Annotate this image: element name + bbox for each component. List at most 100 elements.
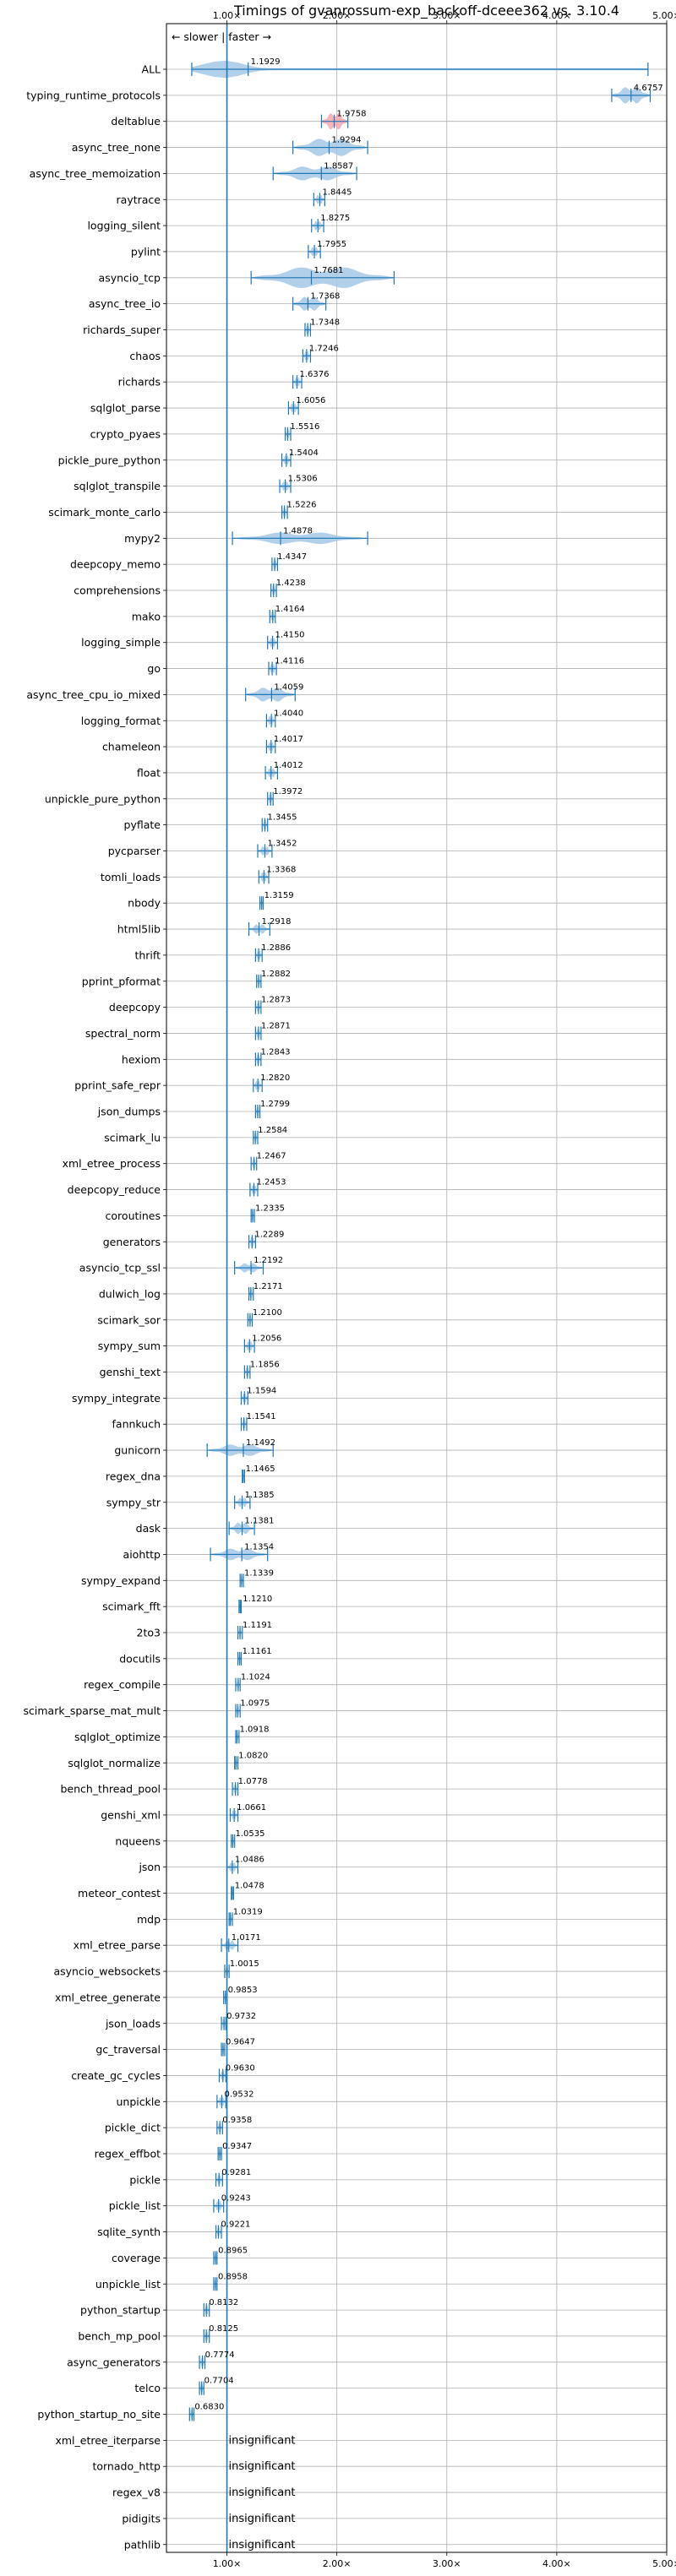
- value-label-dulwich-log: 1.2171: [254, 1282, 283, 1291]
- category-label-logging-format: logging_format: [81, 715, 161, 727]
- category-label-regex-effbot: regex_effbot: [95, 2148, 161, 2160]
- category-label-scimark-lu: scimark_lu: [104, 1131, 161, 1144]
- value-label-regex-effbot: 0.9347: [222, 2142, 252, 2151]
- value-label-pickle-list: 0.9243: [221, 2194, 251, 2204]
- value-label-sqlglot-transpile: 1.5306: [288, 475, 318, 484]
- value-label-nbody: 1.3159: [264, 891, 294, 900]
- x-tick-label-bottom-0: 1.00×: [213, 2558, 242, 2569]
- x-tick-label-bottom-1: 2.00×: [323, 2558, 352, 2569]
- category-label-gc-traversal: gc_traversal: [95, 2043, 161, 2056]
- category-label-2to3: 2to3: [137, 1627, 161, 1639]
- category-label-unpickle-pure-python: unpickle_pure_python: [45, 792, 161, 805]
- value-label-scimark-sor: 1.2100: [253, 1308, 282, 1318]
- value-label-json: 1.0486: [235, 1856, 264, 1865]
- value-label-chameleon: 1.4017: [274, 735, 303, 744]
- value-label-sqlglot-parse: 1.6056: [296, 396, 325, 405]
- value-label-2to3: 1.1191: [243, 1621, 272, 1630]
- category-label-regex-dna: regex_dna: [106, 1470, 161, 1482]
- category-label-go: go: [147, 662, 161, 675]
- value-label-bench-mp-pool: 0.8125: [209, 2324, 238, 2334]
- category-label-scimark-fft: scimark_fft: [102, 1600, 161, 1613]
- value-label-logging-simple: 1.4150: [275, 631, 305, 640]
- value-label-scimark-fft: 1.1210: [243, 1595, 272, 1604]
- value-label-pyflate: 1.3455: [268, 813, 297, 823]
- x-tick-label-top-0: 1.00×: [213, 10, 242, 21]
- value-label-meteor-contest: 1.0478: [235, 1882, 264, 1891]
- x-tick-label-bottom-4: 5.00×: [652, 2558, 676, 2569]
- value-label-aiohttp: 1.1354: [244, 1542, 274, 1552]
- value-label-mdp: 1.0319: [233, 1907, 263, 1916]
- value-label-logging-format: 1.4040: [274, 709, 303, 718]
- category-label-tornado-http: tornado_http: [92, 2460, 161, 2473]
- category-label-sqlglot-parse: sqlglot_parse: [90, 402, 161, 415]
- value-label-async-tree-cpu-io-mixed: 1.4059: [274, 682, 303, 692]
- category-label-pprint-safe-repr: pprint_safe_repr: [74, 1079, 161, 1092]
- category-label-deepcopy: deepcopy: [109, 1001, 161, 1014]
- insignificant-label-tornado-http: insignificant: [229, 2460, 296, 2473]
- category-label-fannkuch: fannkuch: [112, 1418, 161, 1431]
- category-label-sqlglot-transpile: sqlglot_transpile: [74, 480, 161, 492]
- value-label-float: 1.4012: [274, 761, 303, 770]
- category-label-logging-simple: logging_simple: [81, 636, 161, 649]
- category-label-nqueens: nqueens: [115, 1834, 161, 1847]
- category-label-docutils: docutils: [119, 1652, 161, 1665]
- x-tick-label-bottom-3: 4.00×: [542, 2558, 571, 2569]
- value-label-regex-compile: 1.1024: [241, 1673, 270, 1682]
- value-label-typing-runtime-protocols: 4.6757: [634, 84, 663, 93]
- value-label-richards: 1.6376: [300, 370, 330, 379]
- value-label-thrift: 1.2886: [261, 943, 291, 953]
- value-label-logging-silent: 1.8275: [320, 214, 350, 223]
- category-label-scimark-monte-carlo: scimark_monte_carlo: [48, 506, 161, 519]
- value-label-pickle: 0.9281: [221, 2168, 251, 2177]
- value-label-sympy-integrate: 1.1594: [247, 1386, 276, 1395]
- value-label-unpickle: 0.9532: [224, 2090, 254, 2099]
- category-label-tomli-loads: tomli_loads: [101, 871, 161, 883]
- category-label-asyncio-tcp-ssl: asyncio_tcp_ssl: [79, 1262, 161, 1274]
- x-tick-label-top-4: 5.00×: [652, 10, 676, 21]
- value-label-crypto-pyaes: 1.5516: [290, 422, 319, 432]
- value-label-deepcopy: 1.2873: [261, 996, 291, 1005]
- value-label-spectral-norm: 1.2871: [261, 1021, 291, 1030]
- category-label-regex-v8: regex_v8: [112, 2486, 161, 2499]
- value-label-json-dumps: 1.2799: [260, 1100, 290, 1109]
- category-label-async-tree-none: async_tree_none: [72, 141, 161, 154]
- value-label-tomli-loads: 1.3368: [266, 865, 296, 874]
- labels-layer: 1.00× 1.00× 2.00× 2.00× 3.00× 3.00× 4.00× 4.00×…: [24, 10, 676, 2569]
- category-label-scimark-sparse-mat-mult: scimark_sparse_mat_mult: [24, 1704, 161, 1717]
- value-label-async-tree-none: 1.9294: [331, 136, 361, 145]
- category-label-hexiom: hexiom: [122, 1053, 161, 1066]
- marks-layer: [188, 24, 651, 2552]
- category-label-richards: richards: [118, 376, 161, 389]
- category-label-mdp: mdp: [137, 1913, 161, 1926]
- category-label-deltablue: deltablue: [111, 115, 161, 128]
- category-label-mako: mako: [132, 610, 161, 622]
- category-label-comprehensions: comprehensions: [74, 584, 161, 597]
- value-label-asyncio-websockets: 1.0015: [230, 1959, 259, 1969]
- category-label-float: float: [137, 766, 161, 779]
- category-label-logging-silent: logging_silent: [87, 220, 161, 232]
- category-label-xml-etree-iterparse: xml_etree_iterparse: [55, 2434, 161, 2447]
- value-label-sqlglot-normalize: 1.0820: [238, 1751, 268, 1760]
- value-label-all: 1.1929: [251, 57, 281, 67]
- value-label-pprint-safe-repr: 1.2820: [260, 1073, 290, 1083]
- category-label-pickle-pure-python: pickle_pure_python: [58, 454, 161, 466]
- value-label-async-tree-memoization: 1.8587: [324, 161, 353, 171]
- category-label-typing-runtime-protocols: typing_runtime_protocols: [26, 89, 161, 101]
- category-label-sqlglot-normalize: sqlglot_normalize: [68, 1757, 161, 1769]
- value-label-coroutines: 1.2335: [255, 1204, 285, 1213]
- category-label-richards-super: richards_super: [83, 323, 161, 336]
- value-label-generators: 1.2289: [254, 1230, 284, 1239]
- direction-label: ← slower | faster →: [172, 30, 271, 43]
- value-label-genshi-xml: 1.0661: [237, 1803, 266, 1812]
- category-label-telco: telco: [134, 2382, 161, 2394]
- category-label-xml-etree-parse: xml_etree_parse: [74, 1939, 161, 1952]
- category-label-thrift: thrift: [134, 948, 161, 961]
- value-label-mako: 1.4164: [275, 605, 305, 614]
- category-label-all: ALL: [142, 63, 161, 76]
- category-label-async-tree-cpu-io-mixed: async_tree_cpu_io_mixed: [26, 688, 161, 701]
- category-label-python-startup-no-site: python_startup_no_site: [37, 2408, 161, 2421]
- category-label-pickle: pickle: [129, 2173, 161, 2186]
- category-label-pyflate: pyflate: [124, 818, 161, 831]
- value-label-pylint: 1.7955: [317, 240, 346, 249]
- x-tick-label-bottom-2: 3.00×: [433, 2558, 461, 2569]
